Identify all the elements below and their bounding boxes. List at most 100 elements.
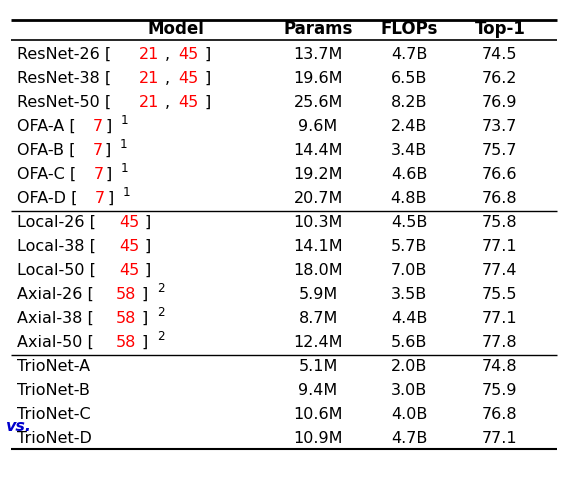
Text: 45: 45 [178,95,198,110]
Text: 76.8: 76.8 [482,407,517,422]
Text: ]: ] [106,167,118,182]
Text: 8.7M: 8.7M [298,311,338,326]
Text: 2.0B: 2.0B [391,359,427,374]
Text: 77.1: 77.1 [482,431,517,446]
Text: 58: 58 [116,335,136,350]
Text: 12.4M: 12.4M [293,335,343,350]
Text: ResNet-50 [: ResNet-50 [ [17,95,111,110]
Text: 10.3M: 10.3M [294,215,343,230]
Text: ]: ] [108,191,119,206]
Text: 14.1M: 14.1M [293,239,343,254]
Text: 5.6B: 5.6B [391,335,427,350]
Text: Axial-26 [: Axial-26 [ [17,287,94,302]
Text: ]: ] [106,119,117,134]
Text: 75.5: 75.5 [482,287,517,302]
Text: Axial-50 [: Axial-50 [ [17,335,94,350]
Text: 3.0B: 3.0B [391,383,427,398]
Text: TrioNet-D: TrioNet-D [17,431,92,446]
Text: 4.4B: 4.4B [391,311,427,326]
Text: 76.2: 76.2 [482,71,517,86]
Text: 21: 21 [139,95,159,110]
Text: 5.7B: 5.7B [391,239,427,254]
Text: 10.9M: 10.9M [293,431,343,446]
Text: TrioNet-B: TrioNet-B [17,383,90,398]
Text: TrioNet-A: TrioNet-A [17,359,90,374]
Text: 4.7B: 4.7B [391,47,427,62]
Text: 1: 1 [120,138,128,151]
Text: 21: 21 [139,71,159,86]
Text: TrioNet-C: TrioNet-C [17,407,91,422]
Text: ]: ] [204,71,210,86]
Text: Params: Params [283,20,353,38]
Text: ]: ] [145,263,151,278]
Text: 7: 7 [93,119,103,134]
Text: 9.6M: 9.6M [298,119,338,134]
Text: 1: 1 [120,114,128,127]
Text: ResNet-26 [: ResNet-26 [ [17,47,111,62]
Text: 75.8: 75.8 [482,215,517,230]
Text: 45: 45 [178,47,198,62]
Text: Local-26 [: Local-26 [ [17,215,96,230]
Text: 4.7B: 4.7B [391,431,427,446]
Text: 7: 7 [93,143,102,158]
Text: 5.1M: 5.1M [298,359,338,374]
Text: 4.8B: 4.8B [391,191,427,206]
Text: 19.2M: 19.2M [293,167,343,182]
Text: 1: 1 [123,186,130,199]
Text: ]: ] [143,287,154,302]
Text: ]: ] [145,239,151,254]
Text: 13.7M: 13.7M [294,47,343,62]
Text: 2: 2 [157,282,165,295]
Text: 7: 7 [93,167,103,182]
Text: 76.8: 76.8 [482,191,517,206]
Text: 6.5B: 6.5B [391,71,427,86]
Text: 1: 1 [121,162,129,175]
Text: 7.0B: 7.0B [391,263,427,278]
Text: 76.6: 76.6 [482,167,517,182]
Text: 77.4: 77.4 [482,263,517,278]
Text: ]: ] [145,215,151,230]
Text: 14.4M: 14.4M [293,143,343,158]
Text: 73.7: 73.7 [482,119,517,134]
Text: 58: 58 [116,287,136,302]
Text: 77.8: 77.8 [482,335,517,350]
Text: 7: 7 [95,191,105,206]
Text: ]: ] [106,143,117,158]
Text: ,: , [165,47,175,62]
Text: 5.9M: 5.9M [298,287,338,302]
Text: 8.2B: 8.2B [391,95,427,110]
Text: 45: 45 [119,239,139,254]
Text: 19.6M: 19.6M [293,71,343,86]
Text: 2: 2 [157,306,165,319]
Text: 25.6M: 25.6M [294,95,343,110]
Text: Top-1: Top-1 [474,20,525,38]
Text: OFA-A [: OFA-A [ [17,119,76,134]
Text: vs.: vs. [6,419,32,434]
Text: 4.6B: 4.6B [391,167,427,182]
Text: OFA-C [: OFA-C [ [17,167,76,182]
Text: OFA-B [: OFA-B [ [17,143,76,158]
Text: OFA-D [: OFA-D [ [17,191,77,206]
Text: ]: ] [143,335,154,350]
Text: 75.7: 75.7 [482,143,517,158]
Text: Model: Model [148,20,204,38]
Text: 20.7M: 20.7M [294,191,343,206]
Text: 45: 45 [119,215,139,230]
Text: 76.9: 76.9 [482,95,517,110]
Text: 58: 58 [116,311,136,326]
Text: 2: 2 [157,330,165,343]
Text: ResNet-38 [: ResNet-38 [ [17,71,111,86]
Text: 18.0M: 18.0M [293,263,343,278]
Text: ]: ] [204,47,210,62]
Text: ,: , [165,95,175,110]
Text: Local-50 [: Local-50 [ [17,263,96,278]
Text: ]: ] [143,311,154,326]
Text: 21: 21 [139,47,159,62]
Text: FLOPs: FLOPs [380,20,438,38]
Text: 45: 45 [119,263,139,278]
Text: 74.5: 74.5 [482,47,517,62]
Text: 9.4M: 9.4M [298,383,338,398]
Text: 4.0B: 4.0B [391,407,427,422]
Text: ]: ] [204,95,210,110]
Text: 3.5B: 3.5B [391,287,427,302]
